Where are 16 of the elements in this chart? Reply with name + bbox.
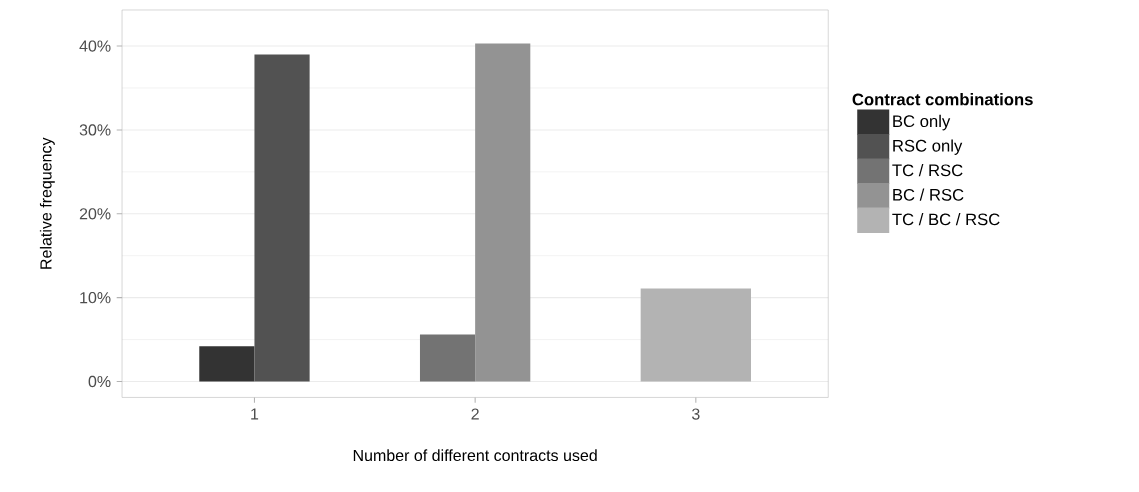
y-tick-label: 20% <box>79 208 111 220</box>
x-tick-label: 1 <box>251 408 259 420</box>
y-tick-label: 10% <box>80 291 111 304</box>
y-axis-title: Relative frequency <box>39 137 55 269</box>
x-tick-label: 3 <box>691 408 700 420</box>
legend-title: Contract combinations <box>852 93 1033 106</box>
y-tick-label: 40% <box>79 40 111 52</box>
legend-label: TC / BC / RSC <box>892 212 1000 226</box>
legend-label: BC only <box>893 114 951 131</box>
legend-label: TC / RSC <box>892 163 963 177</box>
legend-label: BC / RSC <box>893 188 964 201</box>
legend-label: RSC only <box>893 139 963 155</box>
x-axis-title: Number of different contracts used <box>353 449 597 461</box>
y-tick-label: 0% <box>88 375 111 388</box>
x-tick-label: 2 <box>471 408 479 420</box>
y-tick-label: 30% <box>79 124 111 136</box>
